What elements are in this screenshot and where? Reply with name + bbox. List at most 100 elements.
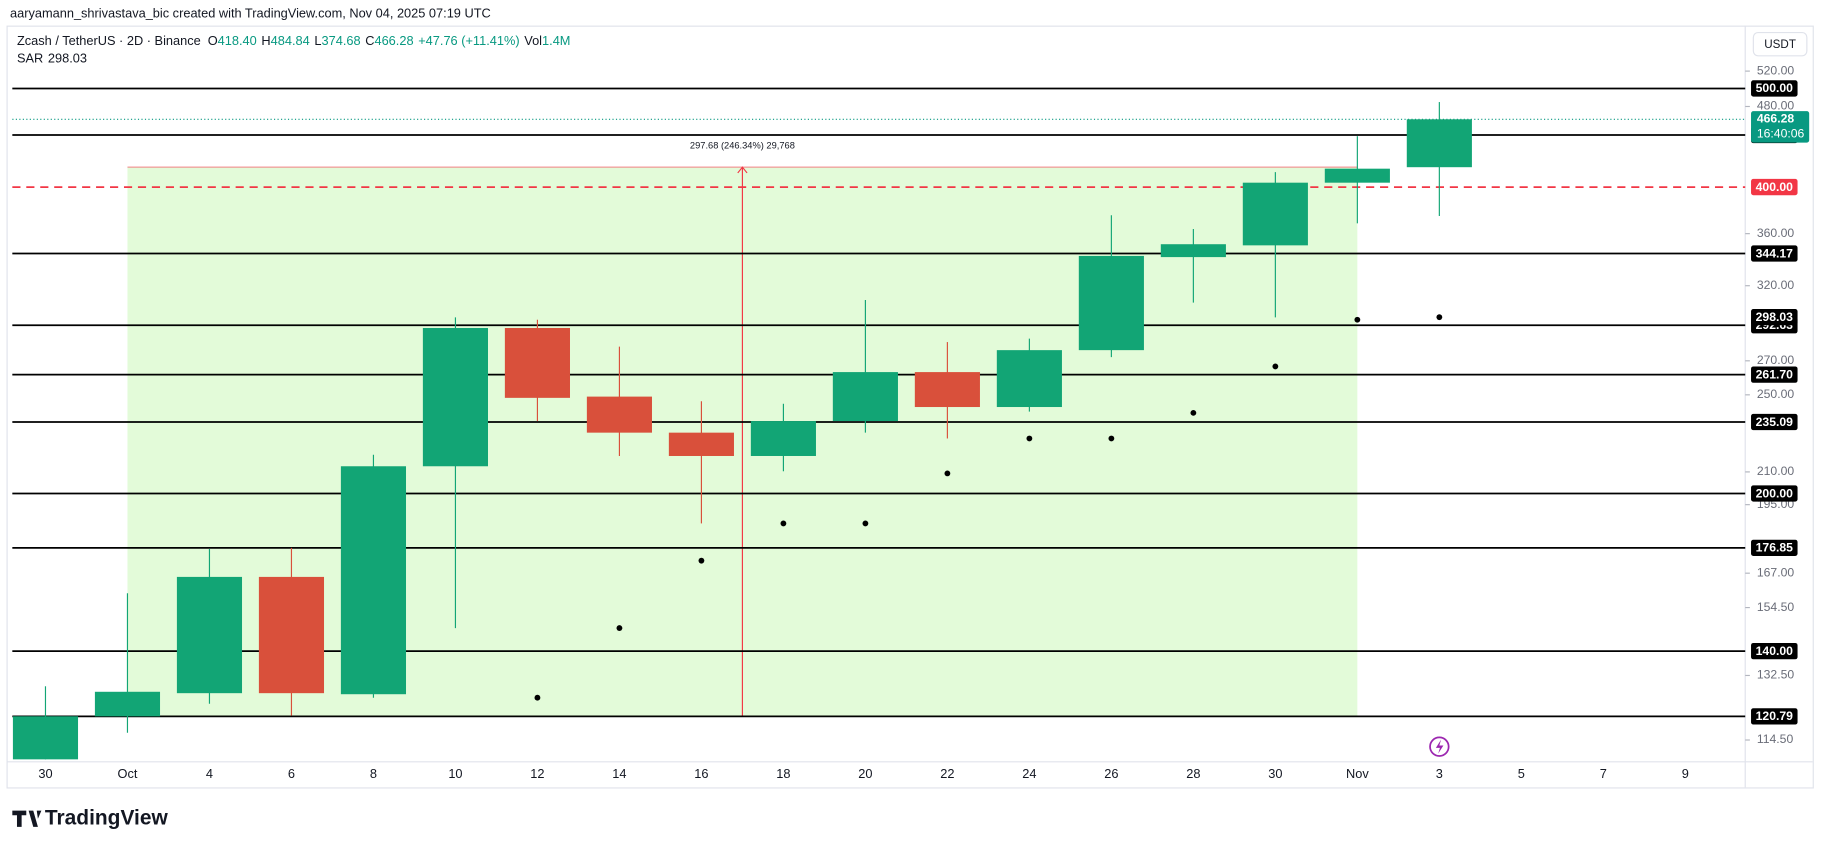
x-tick-label: 18 bbox=[776, 766, 790, 781]
candle-body bbox=[1078, 255, 1144, 351]
x-tick-label: 16 bbox=[694, 766, 708, 781]
x-tick-label: 24 bbox=[1022, 766, 1036, 781]
candle-body bbox=[176, 576, 243, 694]
countdown: 16:40:06 bbox=[1757, 127, 1805, 141]
candle-body bbox=[586, 396, 652, 433]
currency-button[interactable] bbox=[1752, 31, 1808, 57]
x-tick-label: Nov bbox=[1346, 766, 1369, 781]
mark-layer bbox=[12, 102, 1472, 760]
candle-body bbox=[668, 432, 734, 456]
candle-body bbox=[504, 328, 570, 398]
sar-dot bbox=[534, 694, 541, 701]
event-bolt[interactable] bbox=[1435, 739, 1444, 754]
attribution: aaryamann_shrivastava_bic created with T… bbox=[10, 5, 491, 20]
legend-value: 418.40 bbox=[218, 33, 257, 48]
sar-dot bbox=[698, 557, 705, 564]
measure-arrowhead bbox=[737, 166, 748, 174]
last-price-label: 466.28 bbox=[1757, 112, 1795, 126]
level-label: 200.00 bbox=[1756, 486, 1794, 500]
level-label: 120.79 bbox=[1756, 709, 1794, 723]
y-tick-label: 250.00 bbox=[1757, 387, 1795, 401]
sar-dot bbox=[780, 520, 787, 527]
x-tick-label: 12 bbox=[530, 766, 544, 781]
level-label: 176.85 bbox=[1756, 541, 1794, 555]
level-badge bbox=[1751, 366, 1798, 383]
sar-dot bbox=[1108, 435, 1115, 442]
candle-body bbox=[914, 372, 980, 408]
level-badge bbox=[1751, 413, 1798, 431]
x-tick-label: 14 bbox=[612, 766, 626, 781]
last-price-badge bbox=[1751, 111, 1810, 143]
sar-dot bbox=[944, 470, 951, 477]
measure-label: 297.68 (246.34%) 29,768 bbox=[690, 141, 795, 151]
x-tick-label: 28 bbox=[1186, 766, 1200, 781]
x-tick-label: 4 bbox=[206, 766, 213, 781]
logo-icon bbox=[12, 810, 42, 827]
line-layer bbox=[12, 87, 1746, 718]
level-badge bbox=[1751, 642, 1798, 660]
level-badge bbox=[1751, 708, 1798, 725]
level-label: 344.17 bbox=[1756, 246, 1794, 260]
alert-badge bbox=[1751, 178, 1798, 196]
x-tick-label: 30 bbox=[1268, 766, 1282, 781]
x-tick-label: Oct bbox=[118, 766, 138, 781]
x-tick-label: 7 bbox=[1600, 766, 1607, 781]
currency[interactable]: USDT bbox=[1764, 38, 1796, 51]
sar-dot bbox=[862, 520, 869, 527]
legend-key: SAR bbox=[17, 51, 43, 66]
x-tick-label: 9 bbox=[1682, 766, 1689, 781]
sar-dot bbox=[1354, 316, 1361, 323]
candle-body bbox=[1324, 168, 1390, 183]
candle-body bbox=[750, 421, 816, 456]
level-badge bbox=[1751, 80, 1798, 97]
y-tick-label: 154.50 bbox=[1757, 600, 1795, 614]
logo: TradingView bbox=[12, 806, 168, 829]
region-layer: 297.68 (246.34%) 29,768 bbox=[127, 141, 1358, 717]
candle-body bbox=[12, 716, 79, 760]
legend-value: 374.68 bbox=[321, 33, 360, 48]
y-tick-label: 480.00 bbox=[1757, 99, 1795, 113]
legend-key: O bbox=[208, 33, 218, 48]
candle-body bbox=[996, 350, 1062, 408]
level-label: 140.00 bbox=[1756, 644, 1794, 658]
x-tick-label: 10 bbox=[448, 766, 462, 781]
legend-key: H bbox=[261, 33, 270, 48]
x-tick-label: 26 bbox=[1104, 766, 1118, 781]
event-icon[interactable] bbox=[1429, 736, 1450, 757]
level-badge bbox=[1751, 485, 1798, 502]
x-tick-label: 30 bbox=[38, 766, 52, 781]
candle-body bbox=[422, 328, 488, 467]
logo-text: TradingView bbox=[45, 806, 169, 829]
candle-body bbox=[94, 691, 161, 717]
y-tick-label: 167.00 bbox=[1757, 565, 1795, 579]
chart-frame bbox=[6, 25, 1814, 789]
sar-dot bbox=[1436, 314, 1443, 321]
sar-dot bbox=[1272, 363, 1279, 370]
x-tick-label: 5 bbox=[1518, 766, 1525, 781]
x-tick-label: 6 bbox=[288, 766, 295, 781]
candle-body bbox=[1242, 182, 1308, 246]
legend-value: 298.03 bbox=[48, 51, 87, 66]
candle-body bbox=[340, 466, 407, 695]
legend-sar: SAR 298.03 bbox=[17, 51, 87, 66]
sar-dot bbox=[616, 625, 623, 631]
sar-dot bbox=[1190, 409, 1197, 416]
legend-key: Vol bbox=[524, 33, 542, 48]
level-label: 500.00 bbox=[1756, 81, 1794, 95]
y-tick-label: 520.00 bbox=[1757, 63, 1795, 77]
alert-label: 400.00 bbox=[1756, 180, 1794, 194]
x-tick-label: 22 bbox=[940, 766, 954, 781]
legend-value: 466.28 bbox=[374, 33, 413, 48]
legend-key: L bbox=[314, 33, 321, 48]
y-tick-label: 210.00 bbox=[1757, 464, 1795, 478]
sar-label: 298.03 bbox=[1756, 310, 1794, 324]
legend: Zcash / TetherUS · 2D · Binance O418.40 H4… bbox=[17, 33, 570, 48]
y-tick-label: 320.00 bbox=[1757, 278, 1795, 292]
y-tick-label: 114.50 bbox=[1757, 732, 1794, 746]
x-tick-label: 8 bbox=[370, 766, 377, 781]
candle-body bbox=[1406, 119, 1472, 168]
legend-key: C bbox=[365, 33, 374, 48]
x-tick-label: 20 bbox=[858, 766, 872, 781]
legend-change: +47.76 (+11.41%) bbox=[418, 33, 519, 48]
